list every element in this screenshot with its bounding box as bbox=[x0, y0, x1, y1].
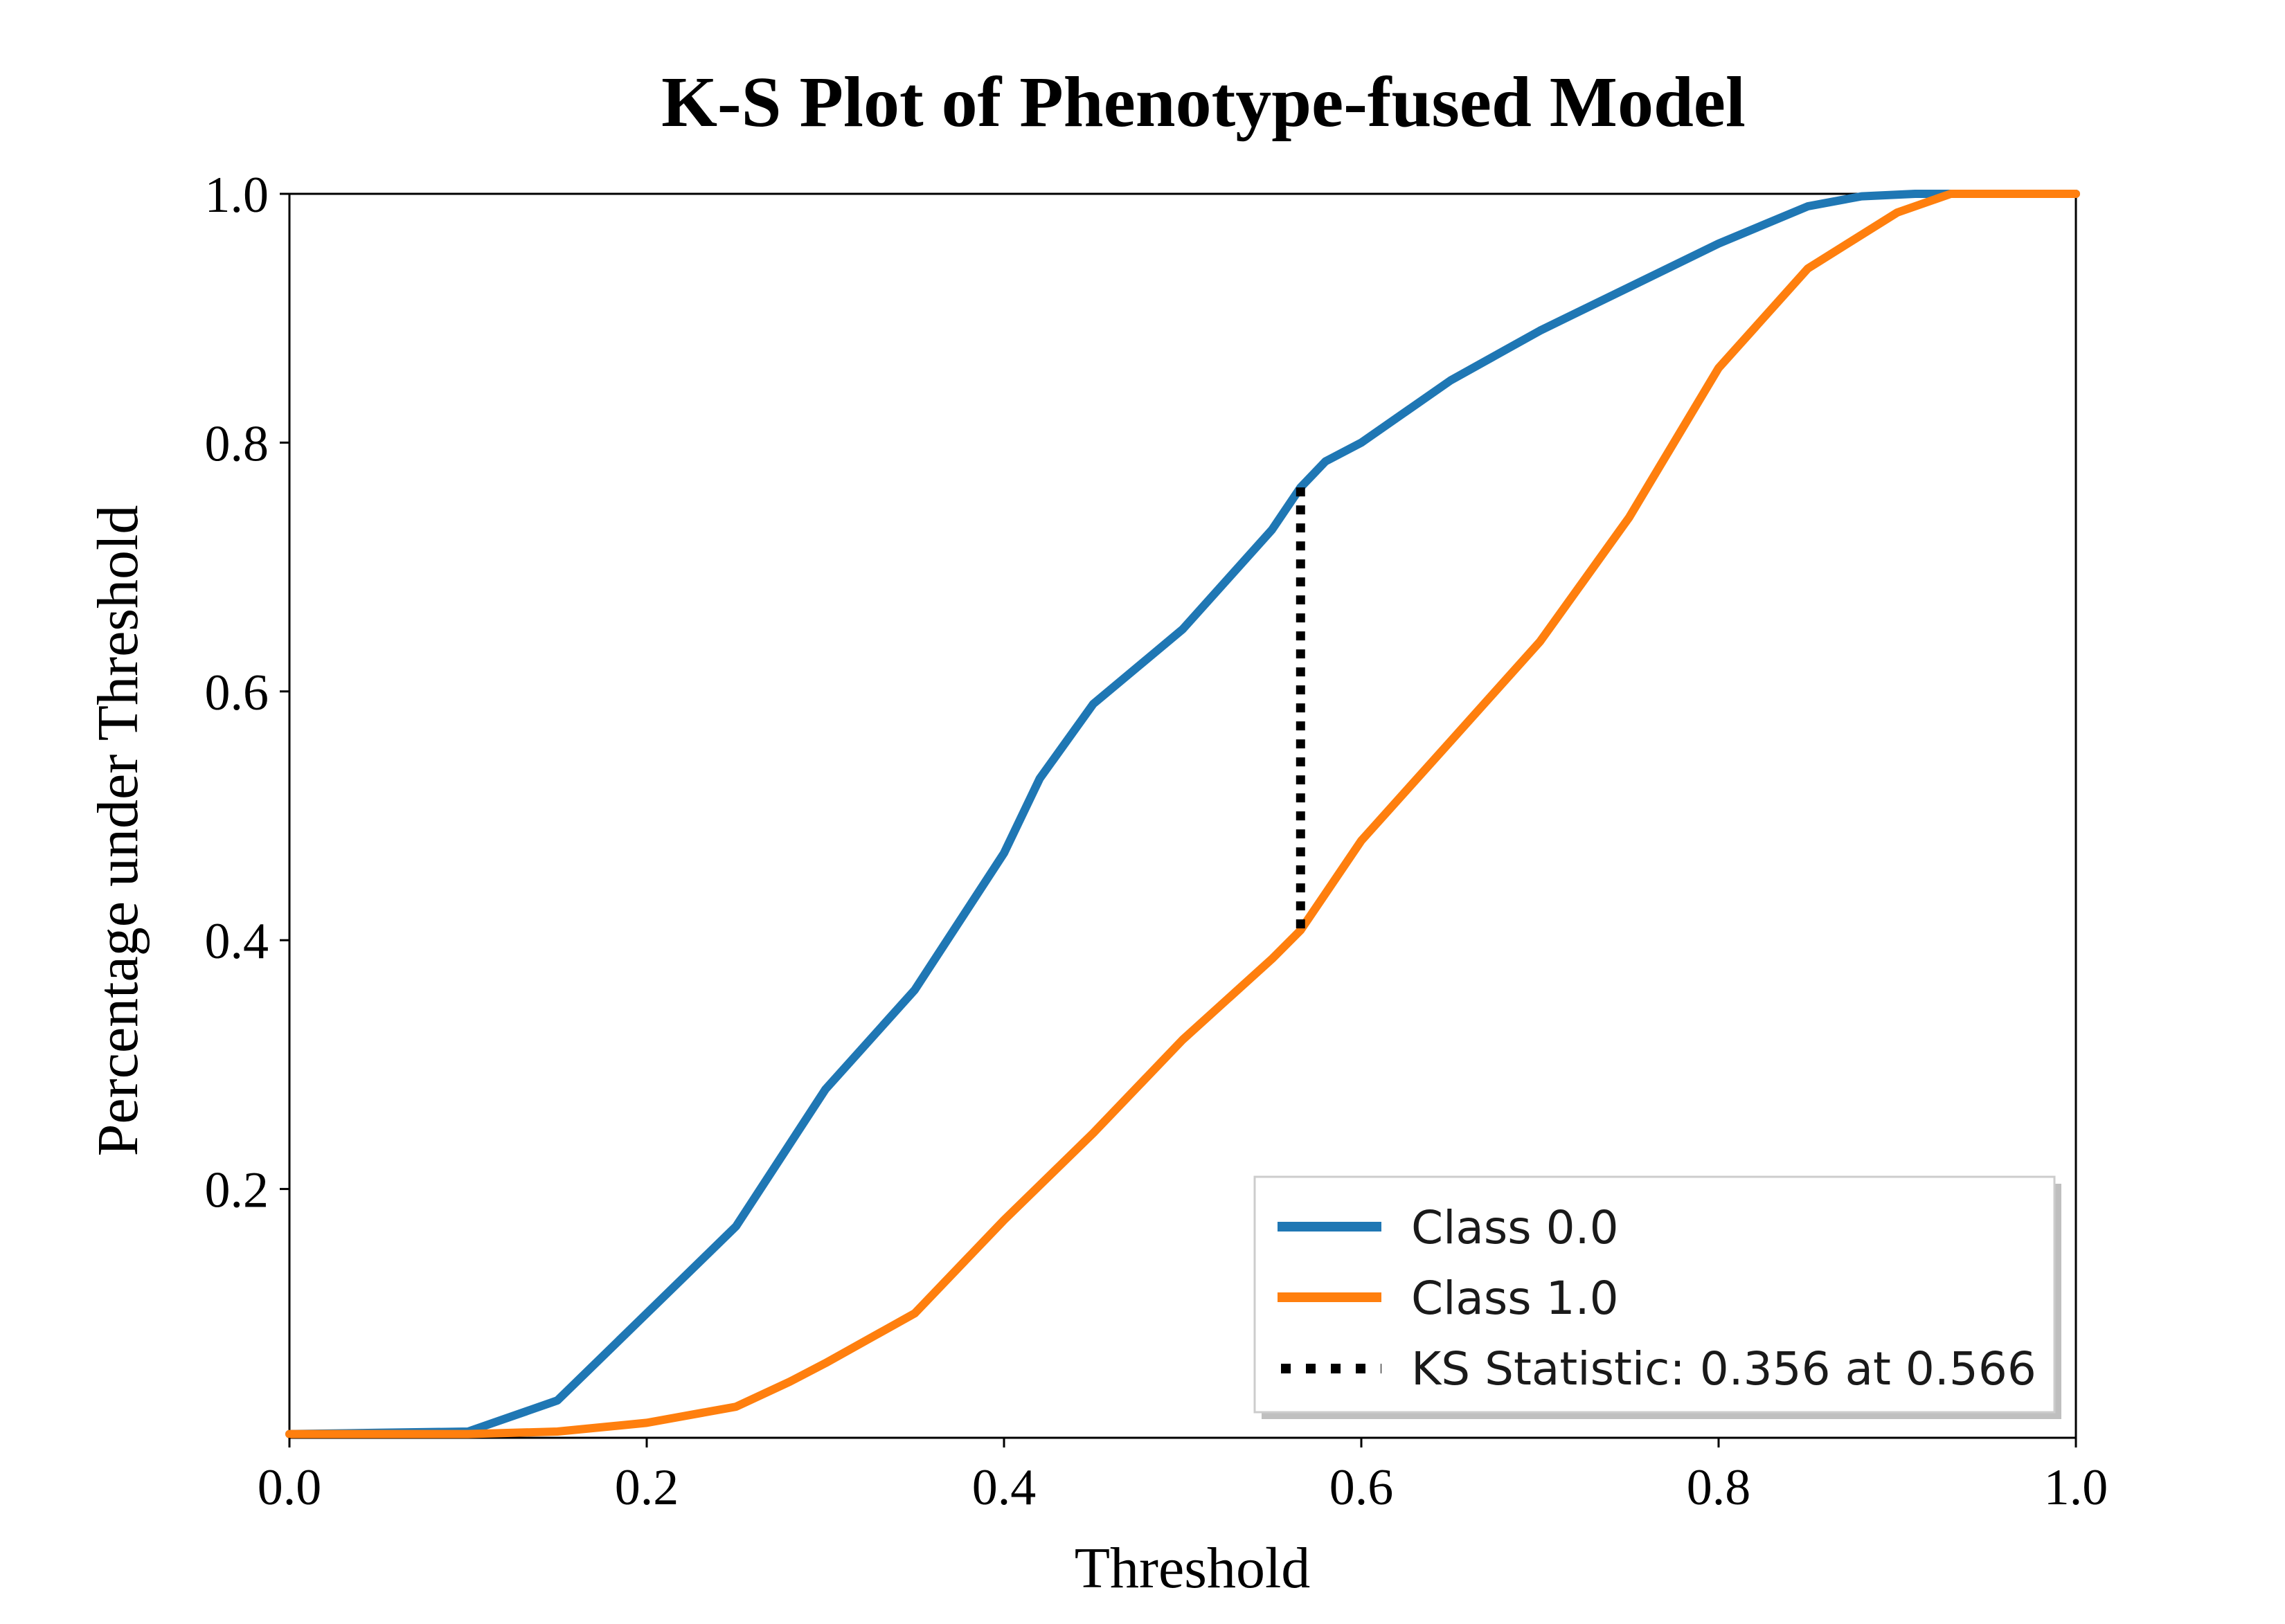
x-tick-label: 0.6 bbox=[1329, 1459, 1394, 1516]
chart-title: K-S Plot of Phenotype-fused Model bbox=[661, 62, 1746, 142]
y-tick-label: 0.4 bbox=[205, 913, 269, 970]
series-line-class0 bbox=[285, 190, 2080, 1438]
legend-label-class1: Class 1.0 bbox=[1411, 1272, 1619, 1325]
y-tick-label: 0.2 bbox=[205, 1162, 269, 1219]
legend: Class 0.0 Class 1.0 KS Statistic: 0.356 … bbox=[1253, 1175, 2061, 1419]
x-tick-label: 1.0 bbox=[2044, 1459, 2108, 1516]
y-tick-label: 1.0 bbox=[205, 167, 269, 224]
x-tick-label: 0.8 bbox=[1687, 1459, 1751, 1516]
y-tick-label: 0.8 bbox=[205, 415, 269, 472]
legend-label-class0: Class 0.0 bbox=[1411, 1201, 1619, 1254]
x-axis-label: Threshold bbox=[1075, 1536, 1311, 1600]
series-line-class1 bbox=[285, 190, 2080, 1438]
legend-box bbox=[1253, 1175, 2056, 1414]
x-tick-label: 0.0 bbox=[258, 1459, 322, 1516]
x-tick-label: 0.2 bbox=[615, 1459, 679, 1516]
y-axis-label: Percentage under Threshold bbox=[86, 505, 150, 1157]
legend-label-ks: KS Statistic: 0.356 at 0.566 bbox=[1411, 1342, 2036, 1396]
x-tick-label: 0.4 bbox=[972, 1459, 1037, 1516]
y-tick-label: 0.6 bbox=[205, 665, 269, 721]
